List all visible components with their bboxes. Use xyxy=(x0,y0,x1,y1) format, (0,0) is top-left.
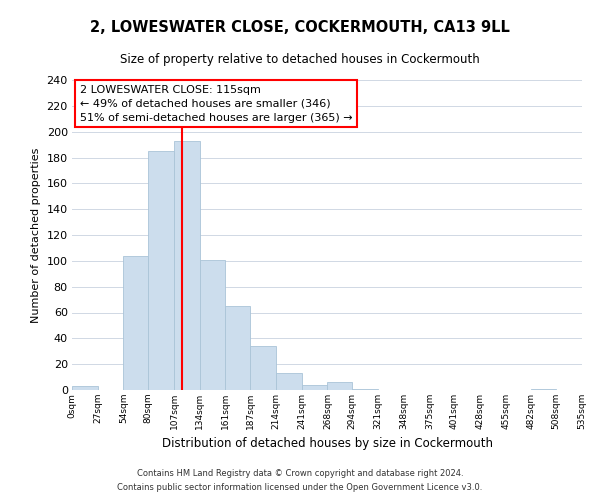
Bar xyxy=(352,388,378,390)
Bar xyxy=(532,388,556,390)
Bar xyxy=(174,140,200,390)
X-axis label: Distribution of detached houses by size in Cockermouth: Distribution of detached houses by size … xyxy=(161,438,493,450)
Bar xyxy=(226,306,250,390)
Text: 2, LOWESWATER CLOSE, COCKERMOUTH, CA13 9LL: 2, LOWESWATER CLOSE, COCKERMOUTH, CA13 9… xyxy=(90,20,510,35)
Bar xyxy=(328,382,352,390)
Text: Contains HM Land Registry data © Crown copyright and database right 2024.: Contains HM Land Registry data © Crown c… xyxy=(137,468,463,477)
Bar xyxy=(200,260,226,390)
Bar xyxy=(250,346,276,390)
Bar xyxy=(302,385,328,390)
Text: Contains public sector information licensed under the Open Government Licence v3: Contains public sector information licen… xyxy=(118,484,482,492)
Text: 2 LOWESWATER CLOSE: 115sqm
← 49% of detached houses are smaller (346)
51% of sem: 2 LOWESWATER CLOSE: 115sqm ← 49% of deta… xyxy=(80,84,352,122)
Bar xyxy=(148,151,174,390)
Y-axis label: Number of detached properties: Number of detached properties xyxy=(31,148,41,322)
Text: Size of property relative to detached houses in Cockermouth: Size of property relative to detached ho… xyxy=(120,52,480,66)
Bar xyxy=(276,373,302,390)
Bar xyxy=(72,386,98,390)
Bar xyxy=(124,256,148,390)
